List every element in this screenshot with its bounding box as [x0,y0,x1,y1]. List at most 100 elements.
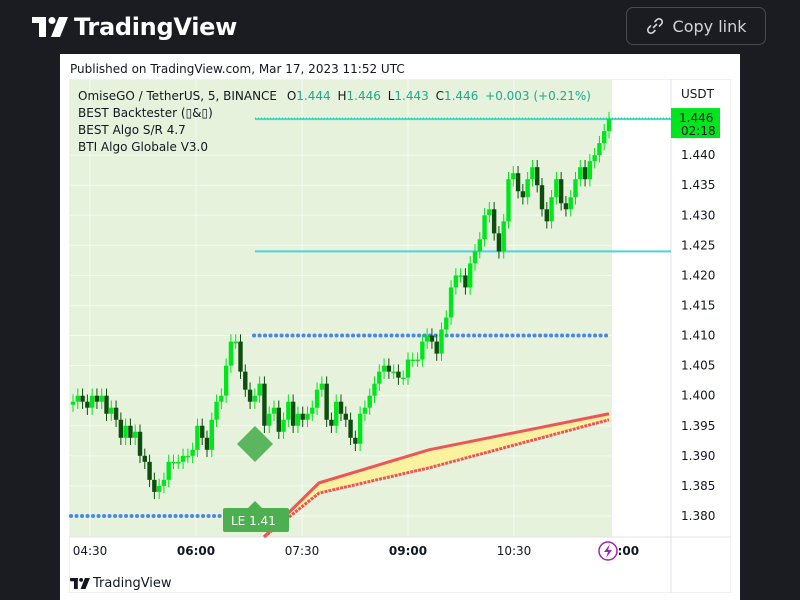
copy-link-button[interactable]: Copy link [626,7,766,45]
price-axis: 1.380 1.385 1.390 1.395 1.400 1.405 1.410 1.415… [681,148,715,523]
indicator-row[interactable]: BEST Backtester (▯&▯) [78,106,213,120]
candle [353,430,358,452]
candle [558,172,564,211]
indicator-row[interactable]: BTI Algo Globale V3.0 [78,140,209,154]
last-price-box [671,108,720,139]
candle [568,190,573,217]
candle [501,214,506,259]
candle-body [329,419,334,426]
candle-body [515,173,521,192]
candle-body [209,419,214,450]
candle-body [506,179,511,222]
candle-body [401,377,406,380]
candle [233,334,238,349]
price-tick-label: 1.440 [681,148,715,162]
candle-body [377,371,382,384]
candle-body [381,365,387,372]
candle [113,400,119,427]
candle-body [94,395,100,402]
candle-body [118,419,124,438]
candle-body [267,413,272,426]
candle [252,388,258,409]
candle-body [334,401,339,426]
candle-body [319,383,325,390]
candle [515,165,521,199]
candle-body [276,407,281,432]
footer-logo[interactable]: TradingView [70,576,172,591]
candle-body [549,197,554,222]
candle [491,202,497,241]
lightning-icon[interactable] [598,541,618,561]
candle-body [343,413,348,420]
candle-body [434,341,439,354]
snapshot-card: Published on TradingView.com, Mar 17, 20… [60,54,740,600]
candle-body [300,413,305,420]
chart-frame[interactable]: USDT 1.380 1.385 1.390 1.395 1.400 1.405 1.410… [69,79,731,593]
price-tick-label: 1.405 [681,359,715,373]
low-label: L [387,89,395,103]
candle-body [453,275,459,288]
candle [496,226,502,259]
candle [85,394,90,415]
price-axis-unit: USDT [681,87,715,101]
candle [128,418,133,445]
candle [152,472,157,500]
copy-link-label: Copy link [672,16,747,36]
candle [156,478,162,500]
candle-body [133,431,138,438]
close-label: C [435,89,444,103]
candle-body [252,395,258,402]
candle [171,454,176,470]
candle-body [568,197,573,210]
price-tick-label: 1.410 [681,329,715,343]
close-value: 1.446 [443,89,479,103]
le-label-box[interactable] [223,508,289,532]
candle-body [367,395,372,408]
candle-body [582,167,588,180]
band-lower-line [263,418,610,539]
candle-body [477,239,482,252]
candle-body [113,407,119,420]
candle-body [219,395,224,402]
candle-body [606,119,612,132]
change-value: +0.003 (+0.21%) [485,89,591,103]
price-tick-label: 1.415 [681,298,715,312]
candle [99,388,104,409]
candle-body [271,407,277,414]
candle-body [295,413,301,426]
candle [367,388,372,415]
le-label-text: LE 1.41 [231,514,276,528]
candle [405,352,411,385]
entry-signal-diamond[interactable] [237,426,273,462]
candle-body [190,449,195,456]
candle [89,388,95,415]
indicator-row[interactable]: BEST Algo S/R 4.7 [78,123,186,137]
symbol-row[interactable]: OmiseGO / TetherUS, 5, BINANCE O1.444 H1… [78,88,591,105]
candle [185,448,191,464]
candle-body [372,383,377,396]
candle-body [410,359,415,362]
candle-body [511,173,516,180]
candle-body [195,425,200,450]
candle [70,394,76,412]
candle-body [554,179,559,198]
price-tick-label: 1.395 [681,419,715,433]
candle-body [448,287,454,318]
candle-body [558,179,564,204]
label-pointer [247,501,263,509]
candle-body [405,359,411,378]
candle-body [137,431,143,456]
band-upper-line [262,412,610,539]
candle-body [472,251,478,264]
candle-body [281,419,286,432]
tradingview-logo[interactable]: TradingView [32,12,237,42]
candle [80,388,85,409]
candle [549,190,554,229]
candle [204,430,210,458]
candle-body [214,401,219,420]
candle-body [123,425,128,438]
candle-body [458,275,463,277]
candle-body [310,407,315,414]
candle-body [228,341,234,366]
candle-body [176,461,181,464]
